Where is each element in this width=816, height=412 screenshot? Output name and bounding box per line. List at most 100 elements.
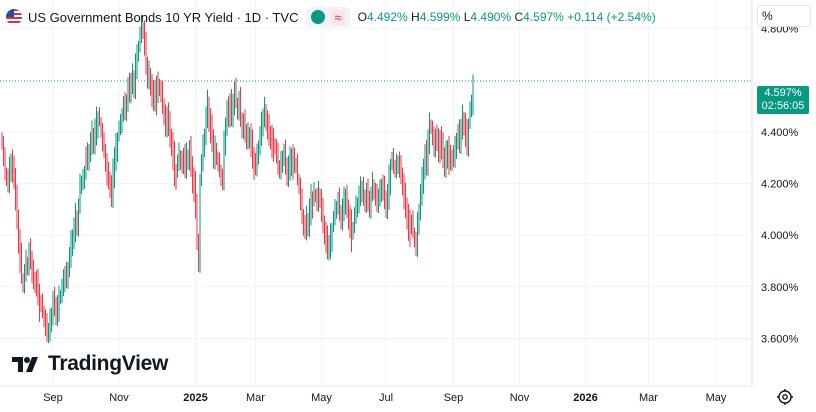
candle bbox=[321, 189, 322, 222]
candle bbox=[54, 286, 55, 317]
candle-body bbox=[141, 28, 142, 37]
candle-body bbox=[286, 162, 288, 174]
candle bbox=[22, 273, 24, 293]
candle-body bbox=[445, 152, 447, 163]
candle-body bbox=[303, 214, 304, 225]
candle bbox=[153, 80, 154, 111]
time-tick-label: Nov bbox=[109, 392, 129, 404]
brand-name: TradingView bbox=[48, 352, 169, 375]
candle bbox=[88, 144, 90, 172]
candle-body bbox=[427, 137, 429, 161]
candle-body bbox=[448, 144, 450, 158]
indicator-icon[interactable]: ≈ bbox=[331, 9, 345, 25]
candle-body bbox=[259, 137, 261, 148]
candle-body bbox=[99, 119, 100, 122]
symbol-legend[interactable]: US Government Bonds 10 YR Yield · 1D · T… bbox=[6, 6, 656, 28]
tradingview-logo[interactable]: TradingView bbox=[12, 352, 168, 376]
candle bbox=[210, 108, 211, 144]
candle bbox=[310, 184, 312, 226]
candle bbox=[430, 119, 432, 134]
candle bbox=[351, 209, 352, 253]
candle bbox=[316, 187, 318, 211]
candle bbox=[82, 169, 84, 191]
candle bbox=[346, 184, 348, 219]
candle-body bbox=[345, 196, 346, 202]
candle bbox=[385, 190, 387, 219]
bar-countdown: 02:56:05 bbox=[761, 100, 805, 112]
candle-body bbox=[301, 201, 303, 215]
candle bbox=[261, 111, 262, 146]
candle-body bbox=[282, 155, 283, 163]
candle bbox=[117, 132, 118, 162]
symbol-title[interactable]: US Government Bonds 10 YR Yield · 1D · T… bbox=[28, 9, 299, 25]
candle bbox=[360, 176, 361, 207]
candle bbox=[156, 75, 157, 116]
candle bbox=[271, 124, 273, 159]
candle-body bbox=[160, 90, 162, 96]
candle bbox=[327, 225, 328, 260]
candle-body bbox=[49, 320, 51, 331]
candle bbox=[379, 179, 381, 207]
candle-body bbox=[388, 178, 390, 194]
candle-body bbox=[18, 214, 19, 238]
candle-body bbox=[327, 240, 328, 246]
candle bbox=[126, 94, 127, 122]
candle-body bbox=[255, 162, 256, 171]
candle bbox=[361, 180, 363, 203]
candle-body bbox=[295, 165, 297, 169]
candle-body bbox=[294, 162, 295, 169]
candle bbox=[406, 197, 408, 230]
candle bbox=[19, 228, 21, 273]
candle bbox=[219, 152, 220, 178]
candle bbox=[130, 72, 132, 104]
candle bbox=[330, 223, 331, 259]
visibility-toggle[interactable]: ≈ bbox=[306, 7, 350, 27]
candle-body bbox=[340, 211, 342, 220]
candle-body bbox=[246, 131, 247, 138]
candle-body bbox=[234, 90, 235, 99]
settings-icon[interactable] bbox=[776, 388, 794, 406]
candle-body bbox=[252, 142, 253, 153]
candle-body bbox=[138, 46, 139, 58]
candle-body bbox=[114, 155, 115, 174]
candle bbox=[370, 186, 372, 219]
candle bbox=[303, 208, 304, 236]
candle bbox=[453, 145, 454, 168]
candle bbox=[387, 184, 388, 220]
candle-body bbox=[336, 206, 337, 212]
candle bbox=[45, 309, 46, 336]
candle bbox=[37, 268, 39, 306]
candle bbox=[382, 174, 384, 201]
candle-body bbox=[372, 186, 373, 197]
candle-body bbox=[222, 178, 223, 181]
candle bbox=[4, 147, 6, 180]
candle bbox=[213, 129, 214, 169]
candle-body bbox=[27, 263, 28, 267]
candle-body bbox=[153, 93, 154, 96]
candle-body bbox=[85, 155, 87, 171]
candle bbox=[459, 119, 460, 154]
candle bbox=[267, 110, 268, 140]
candle bbox=[328, 235, 330, 261]
candle-body bbox=[276, 149, 277, 158]
candle-body bbox=[214, 147, 216, 153]
candle-body bbox=[88, 149, 90, 161]
candle bbox=[384, 175, 385, 210]
candle bbox=[372, 172, 373, 202]
candle-body bbox=[73, 227, 75, 236]
candle bbox=[255, 153, 256, 176]
candle-body bbox=[360, 191, 361, 197]
candle-body bbox=[64, 273, 66, 285]
candle-body bbox=[100, 121, 102, 132]
eye-icon[interactable] bbox=[311, 10, 326, 24]
candle-body bbox=[163, 106, 165, 117]
candle-body bbox=[351, 222, 352, 236]
candle bbox=[237, 97, 238, 120]
candle bbox=[201, 154, 202, 187]
price-scale-unit[interactable]: % bbox=[757, 5, 811, 27]
candle bbox=[391, 152, 393, 171]
candle bbox=[147, 57, 148, 89]
candle bbox=[348, 199, 349, 230]
candle-body bbox=[172, 142, 174, 156]
